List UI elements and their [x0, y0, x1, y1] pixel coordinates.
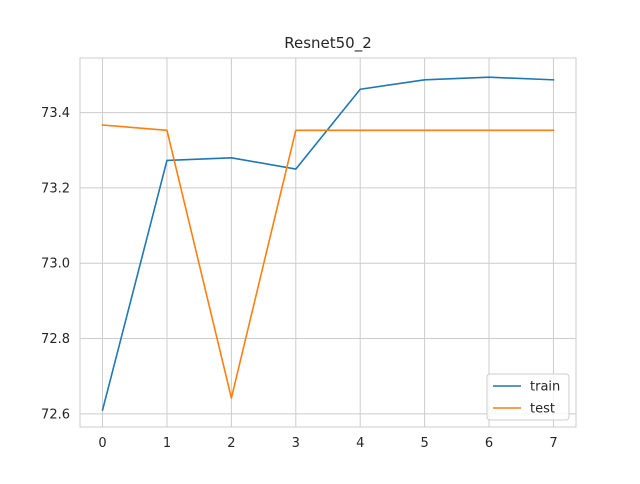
y-axis-ticks: 72.6 72.8 73.0 73.2 73.4 [41, 106, 70, 422]
x-tick-label: 2 [227, 436, 235, 451]
y-tick-label: 73.4 [41, 106, 70, 121]
series-line-train [101, 76, 555, 412]
x-axis-ticks: 0 1 2 3 4 5 6 7 [98, 436, 557, 451]
y-tick-label: 72.6 [41, 407, 70, 422]
x-tick-label: 0 [98, 436, 106, 451]
legend-label-train: train [530, 380, 560, 395]
series-line-test [101, 124, 555, 399]
chart-title: Resnet50_2 [284, 34, 372, 53]
x-tick-label: 5 [420, 436, 428, 451]
y-tick-label: 73.2 [41, 181, 70, 196]
legend: train test [486, 373, 570, 421]
y-tick-label: 72.8 [41, 332, 70, 347]
legend-label-test: test [530, 402, 555, 417]
x-tick-label: 3 [292, 436, 300, 451]
grid-lines [80, 58, 576, 427]
x-tick-label: 7 [549, 436, 557, 451]
x-tick-label: 4 [356, 436, 364, 451]
x-tick-label: 6 [485, 436, 493, 451]
y-tick-label: 73.0 [41, 257, 70, 272]
series-group [101, 76, 555, 412]
plot-frame [79, 57, 577, 428]
x-tick-label: 1 [163, 436, 171, 451]
